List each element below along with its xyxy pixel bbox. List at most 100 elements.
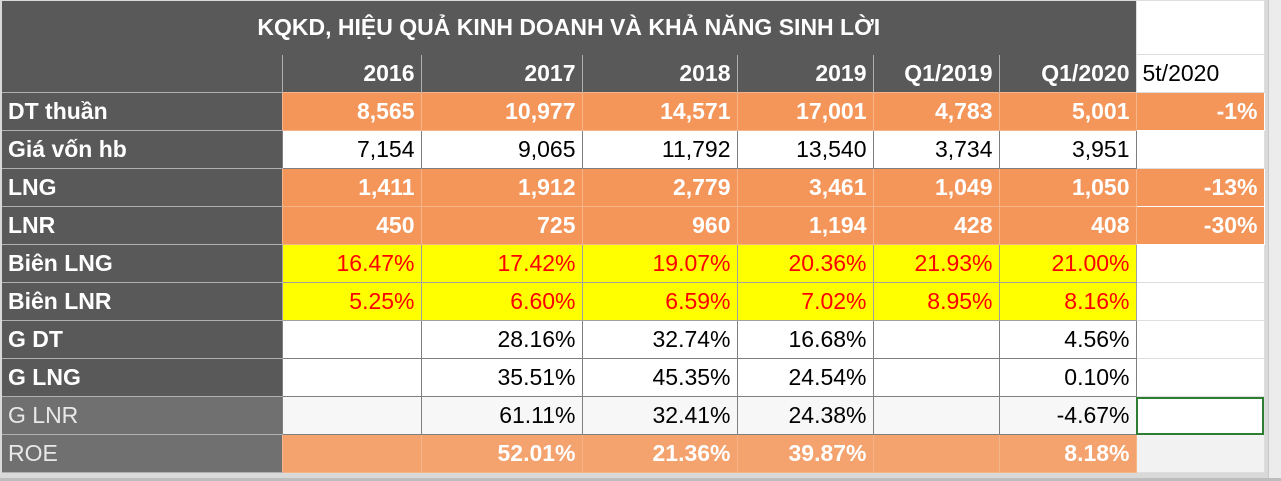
cell[interactable]: 5,001 — [998, 92, 1137, 131]
cell[interactable]: 450 — [281, 206, 422, 245]
cell[interactable] — [1135, 320, 1265, 359]
cell[interactable]: 428 — [872, 206, 1000, 245]
table-row: Giá vốn hb 7,154 9,065 11,792 13,540 3,7… — [2, 130, 1265, 169]
cell[interactable]: 8.95% — [872, 282, 1000, 321]
row-label[interactable]: G LNR — [2, 396, 282, 435]
cell[interactable] — [1135, 434, 1265, 473]
cell[interactable]: -4.67% — [998, 396, 1137, 435]
cell[interactable]: 3,951 — [998, 130, 1137, 169]
cell[interactable]: 1,411 — [281, 168, 422, 207]
cell[interactable] — [872, 434, 1000, 473]
selected-cell[interactable] — [1135, 396, 1265, 435]
cell[interactable] — [1135, 358, 1265, 397]
cell[interactable] — [1135, 244, 1265, 283]
cell[interactable] — [281, 434, 422, 473]
vertical-scrollbar[interactable] — [1268, 0, 1281, 481]
column-header[interactable]: 2017 — [420, 54, 582, 93]
row-label[interactable]: G LNG — [2, 358, 282, 397]
table-row: LNG 1,411 1,912 2,779 3,461 1,049 1,050 … — [2, 168, 1265, 207]
cell[interactable] — [281, 320, 422, 359]
cell[interactable] — [872, 396, 1000, 435]
cell[interactable]: 1,050 — [998, 168, 1137, 207]
cell[interactable]: 4.56% — [998, 320, 1137, 359]
table-row: Biên LNG 16.47% 17.42% 19.07% 20.36% 21.… — [2, 244, 1265, 283]
column-header[interactable]: 5t/2020 — [1135, 54, 1265, 93]
table-row: DT thuần 8,565 10,977 14,571 17,001 4,78… — [2, 92, 1265, 131]
cell[interactable]: 21.00% — [998, 244, 1137, 283]
cell[interactable] — [281, 396, 422, 435]
row-label[interactable]: DT thuần — [2, 92, 282, 131]
cell[interactable]: 28.16% — [420, 320, 583, 359]
table-row: Biên LNR 5.25% 6.60% 6.59% 7.02% 8.95% 8… — [2, 282, 1265, 321]
cell[interactable]: 725 — [420, 206, 583, 245]
cell[interactable]: 17,001 — [736, 92, 874, 131]
cell[interactable]: 9,065 — [420, 130, 583, 169]
row-label[interactable]: ROE — [2, 434, 282, 473]
cell[interactable]: 6.59% — [581, 282, 738, 321]
cell[interactable]: 4,783 — [872, 92, 1000, 131]
cell[interactable]: 7.02% — [736, 282, 874, 321]
cell[interactable]: 3,461 — [736, 168, 874, 207]
cell[interactable]: 21.93% — [872, 244, 1000, 283]
cell[interactable]: 960 — [581, 206, 738, 245]
cell[interactable]: -13% — [1135, 168, 1265, 207]
cell[interactable] — [872, 358, 1000, 397]
cell[interactable]: -1% — [1135, 92, 1265, 131]
column-header[interactable]: 2018 — [581, 54, 737, 93]
cell[interactable] — [872, 320, 1000, 359]
cell[interactable]: 39.87% — [736, 434, 874, 473]
row-label[interactable]: Giá vốn hb — [2, 130, 282, 169]
cell[interactable]: 19.07% — [581, 244, 738, 283]
cell[interactable]: 16.68% — [736, 320, 874, 359]
cell[interactable] — [1135, 130, 1265, 169]
cell[interactable]: 20.36% — [736, 244, 874, 283]
row-label[interactable]: Biên LNG — [2, 244, 282, 283]
cell[interactable]: 24.38% — [736, 396, 874, 435]
cell[interactable]: 32.41% — [581, 396, 738, 435]
table-row: LNR 450 725 960 1,194 428 408 -30% — [2, 206, 1265, 245]
cell[interactable]: 45.35% — [581, 358, 738, 397]
cell[interactable] — [281, 358, 422, 397]
cell[interactable]: 8.16% — [998, 282, 1137, 321]
cell[interactable]: 6.60% — [420, 282, 583, 321]
column-header[interactable]: 2016 — [281, 54, 421, 93]
cell[interactable]: 8,565 — [281, 92, 422, 131]
cell[interactable]: 3,734 — [872, 130, 1000, 169]
row-label[interactable]: G DT — [2, 320, 282, 359]
cell[interactable]: 21.36% — [581, 434, 738, 473]
cell[interactable]: 1,049 — [872, 168, 1000, 207]
table-row: G LNG 35.51% 45.35% 24.54% 0.10% — [2, 358, 1265, 397]
cell[interactable]: 32.74% — [581, 320, 738, 359]
cell[interactable]: 13,540 — [736, 130, 874, 169]
header-corner[interactable] — [2, 54, 282, 93]
cell[interactable]: 5.25% — [281, 282, 422, 321]
cell[interactable]: 1,194 — [736, 206, 874, 245]
cell[interactable]: 35.51% — [420, 358, 583, 397]
row-label[interactable]: LNR — [2, 206, 282, 245]
cell[interactable]: 10,977 — [420, 92, 583, 131]
cell[interactable]: 7,154 — [281, 130, 422, 169]
cell[interactable]: 16.47% — [281, 244, 422, 283]
row-label[interactable]: Biên LNR — [2, 282, 282, 321]
cell[interactable]: -30% — [1135, 206, 1265, 245]
table-title[interactable]: KQKD, HIỆU QUẢ KINH DOANH VÀ KHẢ NĂNG SI… — [2, 0, 1136, 55]
column-header[interactable]: Q1/2019 — [872, 54, 999, 93]
cell[interactable]: 52.01% — [420, 434, 583, 473]
cell[interactable]: 408 — [998, 206, 1137, 245]
cell[interactable]: 24.54% — [736, 358, 874, 397]
cell[interactable]: 61.11% — [420, 396, 583, 435]
row-label[interactable]: LNG — [2, 168, 282, 207]
cell[interactable] — [1135, 282, 1265, 321]
sheet-bottom-edge — [0, 478, 1281, 481]
cell[interactable]: 8.18% — [998, 434, 1137, 473]
column-header[interactable]: 2019 — [736, 54, 873, 93]
cell[interactable] — [1135, 0, 1265, 55]
cell[interactable]: 14,571 — [581, 92, 738, 131]
cell[interactable]: 2,779 — [581, 168, 738, 207]
cell[interactable]: 17.42% — [420, 244, 583, 283]
spreadsheet-table: KQKD, HIỆU QUẢ KINH DOANH VÀ KHẢ NĂNG SI… — [2, 0, 1265, 473]
column-header[interactable]: Q1/2020 — [998, 54, 1136, 93]
cell[interactable]: 0.10% — [998, 358, 1137, 397]
cell[interactable]: 1,912 — [420, 168, 583, 207]
cell[interactable]: 11,792 — [581, 130, 738, 169]
